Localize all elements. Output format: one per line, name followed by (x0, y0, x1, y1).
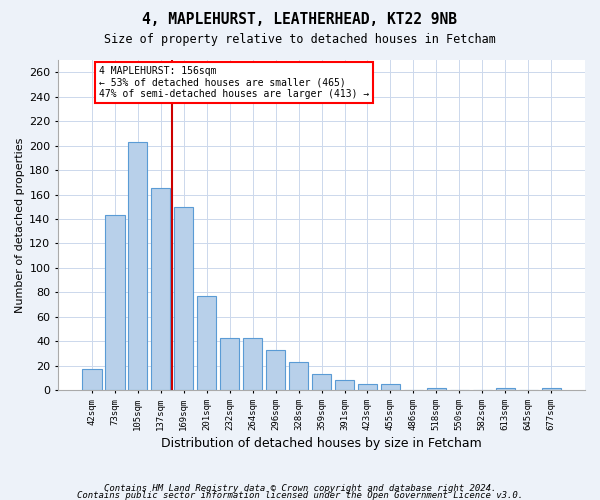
Bar (82, 370, 101, 390)
Bar (243, 338, 262, 390)
Text: 4 MAPLEHURST: 156sqm
← 53% of detached houses are smaller (465)
47% of semi-deta: 4 MAPLEHURST: 156sqm ← 53% of detached h… (98, 66, 369, 100)
Bar (266, 350, 286, 390)
Bar (542, 388, 561, 390)
Bar (289, 362, 308, 390)
Bar (197, 296, 217, 390)
Bar (174, 206, 193, 390)
Y-axis label: Number of detached properties: Number of detached properties (15, 138, 25, 313)
X-axis label: Distribution of detached houses by size in Fetcham: Distribution of detached houses by size … (161, 437, 482, 450)
Text: 4, MAPLEHURST, LEATHERHEAD, KT22 9NB: 4, MAPLEHURST, LEATHERHEAD, KT22 9NB (143, 12, 458, 28)
Bar (335, 380, 354, 390)
Bar (380, 384, 400, 390)
Bar (105, 216, 125, 390)
Bar (312, 374, 331, 390)
Text: Contains public sector information licensed under the Open Government Licence v3: Contains public sector information licen… (77, 491, 523, 500)
Bar (128, 142, 148, 390)
Text: Contains HM Land Registry data © Crown copyright and database right 2024.: Contains HM Land Registry data © Crown c… (104, 484, 496, 493)
Text: Size of property relative to detached houses in Fetcham: Size of property relative to detached ho… (104, 32, 496, 46)
Bar (427, 388, 446, 390)
Bar (358, 384, 377, 390)
Bar (496, 388, 515, 390)
Bar (151, 188, 170, 390)
Bar (220, 338, 239, 390)
